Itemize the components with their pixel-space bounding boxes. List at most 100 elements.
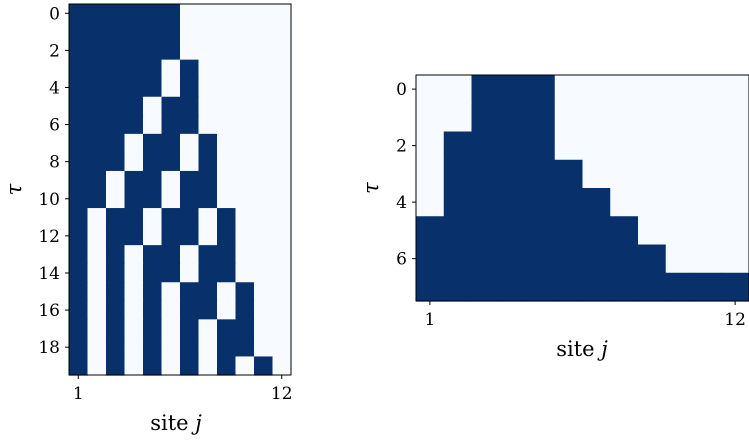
heatmap-cell [254,356,274,376]
heatmap-cell [143,208,163,228]
heatmap-cell [235,356,255,376]
heatmap-cell [124,4,144,24]
heatmap-cell [180,319,200,339]
heatmap-cell [87,337,107,358]
heatmap-cell [443,244,473,274]
heatmap-cell [665,159,695,189]
heatmap-cell [180,78,200,98]
heatmap-cell [638,103,667,133]
heatmap-cell [180,356,200,376]
heatmap-cell [106,78,126,98]
heatmap-cell [665,131,695,161]
heatmap-cell [161,208,181,228]
heatmap-cell [198,319,218,339]
heatmap-cell [180,245,200,265]
heatmap-cell [180,41,200,61]
heatmap-cell [87,300,107,320]
heatmap-cell [143,59,163,79]
heatmap-cell [254,337,274,358]
heatmap-cell [124,337,144,358]
heatmap-cell [161,59,181,79]
heatmap-cell [665,272,695,302]
heatmap-cell [87,356,107,376]
heatmap-cell [198,22,218,42]
heatmap-cell [527,159,556,189]
heatmap-cell [582,188,611,217]
heatmap-cell [161,78,181,98]
heatmap-cell [254,59,274,79]
heatmap-cell [554,159,584,189]
heatmap-cell [235,300,255,320]
heatmap-cell [272,170,292,191]
heatmap-cell [693,216,722,246]
heatmap-cell [143,245,163,265]
heatmap-cell [638,159,667,189]
heatmap-cell [499,244,528,274]
heatmap-cell [106,59,126,79]
heatmap-cell [254,96,274,116]
heatmap-panel-left: 1 12 0 2 4 6 8 10 12 14 16 18 site j τ [2,3,293,435]
heatmap-cell [272,337,292,358]
heatmap-cell [143,263,163,283]
heatmap-cell [471,188,500,217]
heatmap-cell [638,216,667,246]
heatmap-cell [254,133,274,153]
heatmap-cell [217,170,237,191]
heatmap-cell [217,245,237,265]
heatmap-cell [499,159,528,189]
heatmap-cell [143,22,163,42]
heatmap-cell [180,4,200,24]
heatmap-cell [161,152,181,172]
heatmap-cell [106,319,126,339]
heatmap-cell [87,4,107,24]
heatmap-cell [124,245,144,265]
heatmap-cell [217,282,237,302]
heatmap-cell [161,282,181,302]
heatmap-cell [161,22,181,42]
heatmap-cell [161,96,181,116]
heatmap-cell [124,152,144,172]
heatmap-cell [124,300,144,320]
heatmap-cell [87,41,107,61]
heatmap-cell [235,59,255,79]
heatmap-cell [272,152,292,172]
x-axis-label-text: site [150,411,195,435]
heatmap-cell [235,170,255,191]
heatmap-cell [721,272,749,302]
heatmap-cell [235,115,255,135]
heatmap-cell [443,131,473,161]
heatmap-cell [527,131,556,161]
heatmap-cell [217,263,237,283]
heatmap-cell [69,319,89,339]
heatmap-cell [161,4,181,24]
heatmap-cell [254,300,274,320]
heatmap-cell [254,263,274,283]
heatmap-cell [272,22,292,42]
heatmap-cell [638,244,667,274]
heatmap-cell [161,226,181,246]
heatmap-cell [106,4,126,24]
heatmap-cell [693,188,722,217]
x-axis-label-text: site [556,337,601,361]
heatmap-cell [272,78,292,98]
heatmap-cell [198,133,218,153]
x-axis-label: site j [556,337,608,361]
heatmap-cell [106,152,126,172]
heatmap-cell [554,188,584,217]
heatmap-cell [272,4,292,24]
heatmap-cell [235,189,255,209]
heatmap-cell [217,356,237,376]
heatmap-cell [198,226,218,246]
heatmap-cell [143,96,163,116]
heatmap-cell [143,337,163,358]
heatmap-cell [87,282,107,302]
heatmap-cell [161,245,181,265]
heatmap-cell [180,282,200,302]
heatmap-cell [143,41,163,61]
heatmap-cell [272,282,292,302]
heatmap-cell [106,245,126,265]
heatmap-cell [254,4,274,24]
heatmap-cell [638,272,667,302]
heatmap-cell [721,131,749,161]
heatmap-cell [217,189,237,209]
